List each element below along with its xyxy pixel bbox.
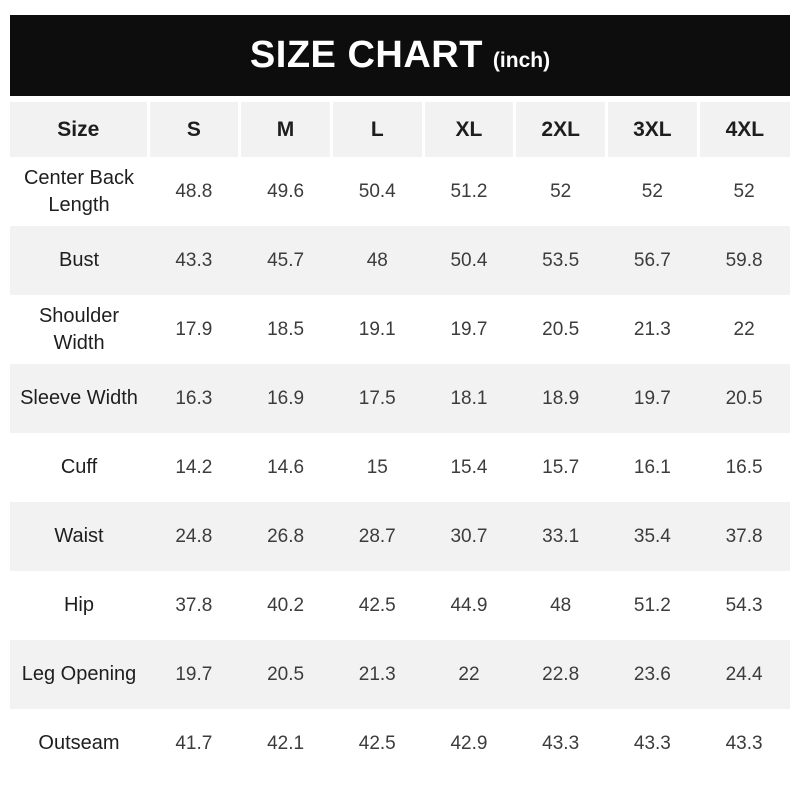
size-column-header: Size — [10, 102, 148, 157]
cell-value: 14.2 — [175, 456, 213, 478]
cell-value: 16.3 — [175, 387, 213, 409]
cell-value: 18.9 — [542, 387, 580, 409]
cell-value: 19.7 — [450, 318, 488, 340]
cell-value: 52 — [733, 180, 755, 202]
cell-value: 15.4 — [450, 456, 488, 478]
cell-value: 24.8 — [175, 525, 213, 547]
cell-value: 48 — [550, 594, 572, 616]
table-row: Outseam 41.7 42.1 42.5 42.9 43.3 43.3 43.3 — [10, 709, 790, 778]
cell-value: 43.3 — [725, 732, 763, 754]
cell-value: 40.2 — [267, 594, 305, 616]
cell-value: 22.8 — [542, 663, 580, 685]
cell-value: 20.5 — [542, 318, 580, 340]
cell-value: 19.1 — [358, 318, 396, 340]
cell-value: 42.5 — [358, 594, 396, 616]
row-label: Leg Opening — [21, 663, 137, 685]
table-row: Cuff 14.2 14.6 15 15.4 15.7 16.1 16.5 — [10, 433, 790, 502]
table-row: Center Back Length 48.8 49.6 50.4 51.2 52 52 52 — [10, 157, 790, 226]
row-label: Outseam — [38, 732, 120, 754]
cell-value: 16.1 — [633, 456, 671, 478]
cell-value: 17.5 — [358, 387, 396, 409]
cell-value: 28.7 — [358, 525, 396, 547]
column-header: 2XL — [513, 102, 607, 157]
cell-value: 42.5 — [358, 732, 396, 754]
cell-value: 30.7 — [450, 525, 488, 547]
cell-value: 37.8 — [725, 525, 763, 547]
table-row: Sleeve Width 16.3 16.9 17.5 18.1 18.9 19.7 20.5 — [10, 364, 790, 433]
cell-value: 43.3 — [633, 732, 671, 754]
cell-value: 53.5 — [542, 249, 580, 271]
column-header: M — [238, 102, 332, 157]
cell-value: 44.9 — [450, 594, 488, 616]
cell-value: 33.1 — [542, 525, 580, 547]
cell-value: 22 — [458, 663, 480, 685]
cell-value: 14.6 — [267, 456, 305, 478]
cell-value: 20.5 — [725, 387, 763, 409]
cell-value: 48 — [366, 249, 388, 271]
cell-value: 50.4 — [450, 249, 488, 271]
cell-value: 54.3 — [725, 594, 763, 616]
page-title: SIZE CHART — [249, 34, 483, 76]
cell-value: 22 — [733, 318, 755, 340]
cell-value: 51.2 — [633, 594, 671, 616]
cell-value: 42.9 — [450, 732, 488, 754]
row-label: Cuff — [60, 456, 98, 478]
cell-value: 49.6 — [267, 180, 305, 202]
column-header: 3XL — [605, 102, 699, 157]
row-label: Waist — [54, 525, 104, 547]
cell-value: 19.7 — [175, 663, 213, 685]
cell-value: 23.6 — [633, 663, 671, 685]
cell-value: 15.7 — [542, 456, 580, 478]
cell-value: 52 — [550, 180, 572, 202]
cell-value: 24.4 — [725, 663, 763, 685]
cell-value: 48.8 — [175, 180, 213, 202]
cell-value: 16.5 — [725, 456, 763, 478]
row-label: Shoulder Width — [38, 304, 120, 354]
cell-value: 35.4 — [633, 525, 671, 547]
table-row: Bust 43.3 45.7 48 50.4 53.5 56.7 59.8 — [10, 226, 790, 295]
column-header: L — [329, 102, 424, 157]
cell-value: 21.3 — [358, 663, 396, 685]
cell-value: 16.9 — [267, 387, 305, 409]
table-row: Shoulder Width 17.9 18.5 19.1 19.7 20.5 21.3 22 — [10, 295, 790, 364]
cell-value: 15 — [366, 456, 388, 478]
cell-value: 26.8 — [267, 525, 305, 547]
cell-value: 41.7 — [175, 732, 213, 754]
row-label: Center Back Length — [23, 166, 135, 216]
row-label: Sleeve Width — [20, 387, 138, 409]
cell-value: 19.7 — [633, 387, 671, 409]
size-table: Size S M L XL 2XL 3XL 4XL Center Back Length 48.… — [10, 102, 790, 778]
table-row: Waist 24.8 26.8 28.7 30.7 33.1 35.4 37.8 — [10, 502, 790, 571]
cell-value: 43.3 — [542, 732, 580, 754]
cell-value: 52 — [641, 180, 663, 202]
unit-label: (inch) — [492, 49, 551, 72]
cell-value: 51.2 — [450, 180, 488, 202]
header-row: Size S M L XL 2XL 3XL 4XL — [10, 102, 790, 157]
cell-value: 56.7 — [633, 249, 671, 271]
table-row: Hip 37.8 40.2 42.5 44.9 48 51.2 54.3 — [10, 571, 790, 640]
title-bar: SIZE CHART (inch) — [10, 15, 790, 96]
row-label: Bust — [58, 249, 100, 271]
column-header: S — [146, 102, 240, 157]
cell-value: 37.8 — [175, 594, 213, 616]
cell-value: 20.5 — [267, 663, 305, 685]
cell-value: 42.1 — [267, 732, 305, 754]
row-label: Hip — [63, 594, 94, 616]
cell-value: 43.3 — [175, 249, 213, 271]
cell-value: 45.7 — [267, 249, 305, 271]
cell-value: 21.3 — [633, 318, 671, 340]
cell-value: 17.9 — [175, 318, 213, 340]
cell-value: 18.1 — [450, 387, 488, 409]
cell-value: 50.4 — [358, 180, 396, 202]
column-header: 4XL — [696, 102, 790, 157]
cell-value: 59.8 — [725, 249, 763, 271]
cell-value: 18.5 — [267, 318, 305, 340]
column-header: XL — [421, 102, 515, 157]
table-row: Leg Opening 19.7 20.5 21.3 22 22.8 23.6 24.4 — [10, 640, 790, 709]
